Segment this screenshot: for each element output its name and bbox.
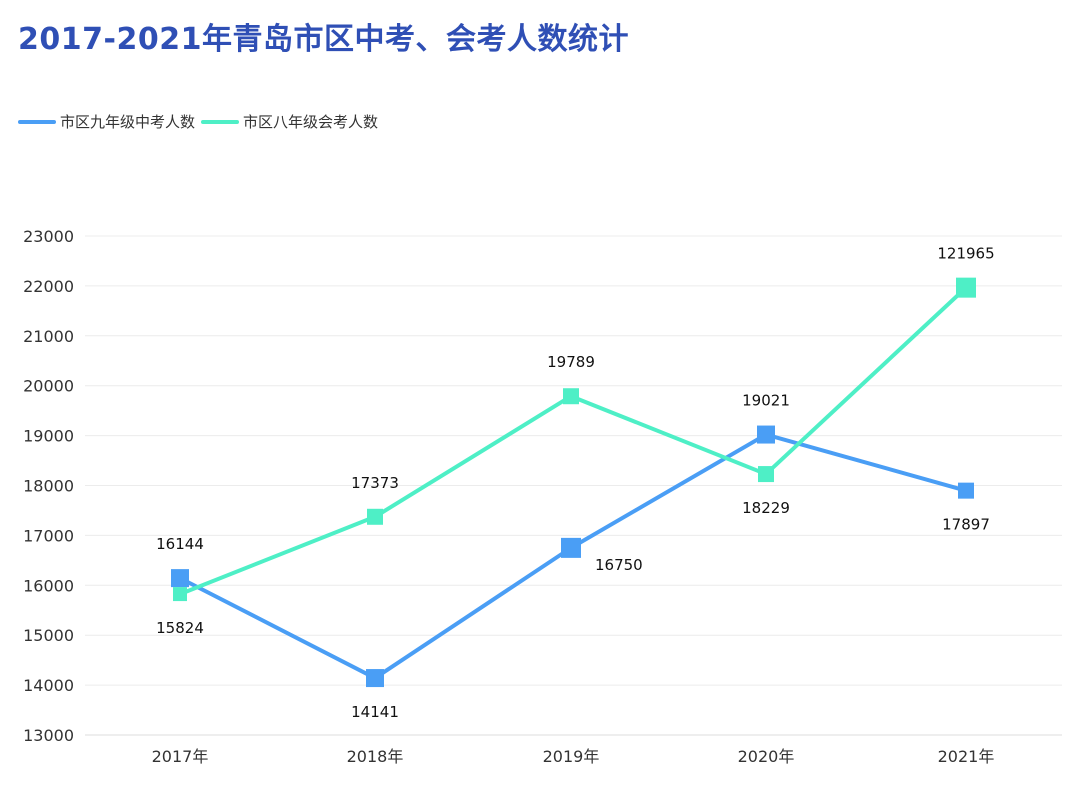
- data-label: 16750: [595, 556, 643, 574]
- chart-title: 2017-2021年青岛市区中考、会考人数统计: [18, 22, 629, 57]
- y-tick-label: 21000: [23, 327, 74, 346]
- y-axis: 13000 14000 15000 16000 17000 18000 19000 20000…: [23, 227, 74, 745]
- data-point-marker[interactable]: [758, 466, 774, 483]
- series-layer: [171, 277, 976, 688]
- data-point-marker[interactable]: [757, 425, 775, 444]
- data-point-marker[interactable]: [958, 482, 974, 499]
- data-label: 17897: [942, 516, 990, 534]
- x-tick-label: 2019年: [543, 747, 600, 766]
- legend-label-ninth-grade: 市区九年级中考人数: [60, 113, 196, 131]
- legend-item-ninth-grade[interactable]: 市区九年级中考人数: [18, 111, 195, 132]
- x-axis: 2017年 2018年 2019年 2020年 2021年: [152, 747, 995, 766]
- data-label-layer: 16144 14141 16750 19021 17897 15824 17373 19789…: [156, 245, 994, 721]
- legend-item-eighth-grade[interactable]: 市区八年级会考人数: [201, 111, 378, 132]
- data-label: 16144: [156, 535, 204, 553]
- legend-label-eighth-grade: 市区八年级会考人数: [243, 113, 379, 131]
- data-label: 17373: [351, 474, 399, 492]
- data-point-marker[interactable]: [561, 537, 581, 558]
- data-label: 18229: [742, 499, 790, 517]
- data-label: 14141: [351, 703, 399, 721]
- y-tick-label: 18000: [23, 477, 74, 496]
- data-point-marker[interactable]: [563, 388, 579, 405]
- legend-swatch-ninth-grade: [18, 119, 56, 124]
- data-point-marker[interactable]: [173, 587, 187, 602]
- y-tick-label: 20000: [23, 377, 74, 396]
- y-tick-label: 13000: [23, 726, 74, 745]
- data-label: 15824: [156, 619, 204, 637]
- y-tick-label: 15000: [23, 626, 74, 645]
- chart-legend: 市区九年级中考人数 市区八年级会考人数: [18, 111, 384, 132]
- data-label: 121965: [937, 245, 994, 263]
- y-tick-label: 17000: [23, 526, 74, 545]
- y-tick-label: 23000: [23, 227, 74, 246]
- y-tick-label: 14000: [23, 676, 74, 695]
- data-point-marker[interactable]: [171, 569, 189, 588]
- y-tick-label: 16000: [23, 576, 74, 595]
- y-tick-label: 19000: [23, 427, 74, 446]
- legend-swatch-eighth-grade: [201, 119, 240, 124]
- x-tick-label: 2020年: [738, 747, 795, 766]
- x-tick-label: 2017年: [152, 747, 209, 766]
- data-point-marker[interactable]: [956, 277, 976, 298]
- data-label: 19789: [547, 353, 595, 371]
- grid-layer: [85, 235, 1062, 736]
- y-tick-label: 22000: [23, 277, 74, 296]
- x-tick-label: 2018年: [347, 747, 404, 766]
- data-label: 19021: [742, 392, 790, 410]
- data-point-marker[interactable]: [366, 669, 384, 688]
- data-point-marker[interactable]: [367, 508, 383, 525]
- x-tick-label: 2021年: [938, 747, 995, 766]
